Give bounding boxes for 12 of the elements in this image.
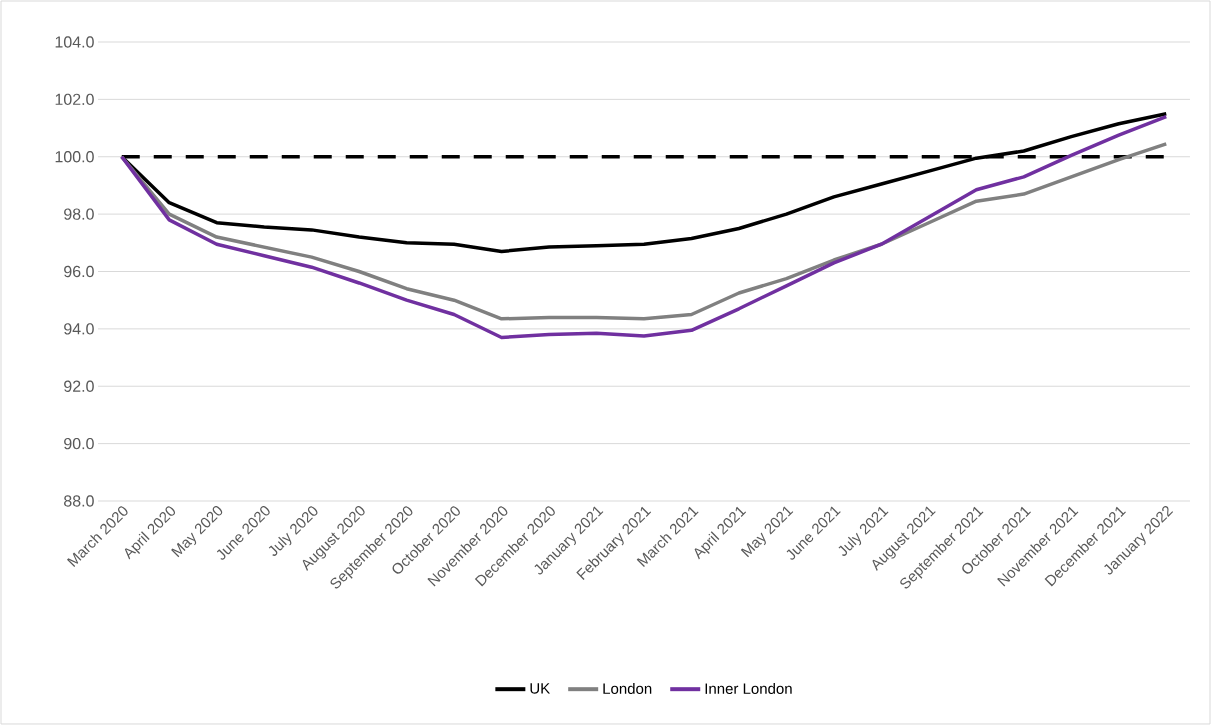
legend-label: UK [530,683,551,694]
y-tick-label: 100.0 [55,151,94,163]
y-tick-label: 96.0 [64,265,94,278]
legend-label: London [603,683,652,694]
y-tick-label: 90.0 [64,437,94,450]
y-tick-label: 88.0 [64,495,94,507]
y-tick-label: 92.0 [64,380,94,392]
y-tick-label: 102.0 [55,93,94,106]
y-tick-label: 94.0 [64,323,94,335]
y-tick-label: 98.0 [64,208,94,220]
y-tick-label: 104.0 [55,36,94,48]
legend-label: Inner London [705,683,792,694]
